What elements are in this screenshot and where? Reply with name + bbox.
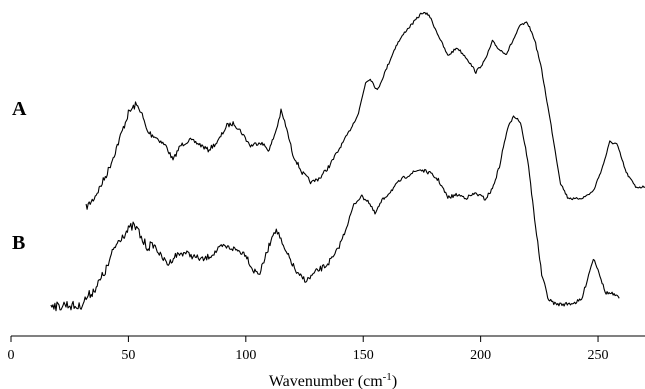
series-line-a: [85, 11, 645, 210]
x-axis-title-suffix: ): [392, 373, 397, 389]
x-tick-label: 0: [8, 348, 15, 363]
x-tick-label: 250: [588, 348, 609, 363]
series-line-b: [50, 115, 620, 312]
x-axis: 0 50 100 150 200 250 Wavenumber (cm-1): [8, 335, 645, 389]
x-tick-label: 150: [353, 348, 374, 363]
series-labels: AB: [12, 98, 27, 254]
x-axis-title-main: Wavenumber (cm: [269, 373, 383, 389]
x-tick-label: 200: [470, 348, 491, 363]
series-label-a: A: [12, 98, 27, 120]
x-tick-label: 50: [121, 348, 135, 363]
x-ticks: 0 50 100 150 200 250: [8, 336, 609, 363]
x-tick-label: 100: [235, 348, 256, 363]
series-layer: [50, 11, 645, 312]
x-axis-title: Wavenumber (cm-1): [269, 371, 397, 389]
x-axis-title-superscript: -1: [383, 371, 392, 383]
series-label-b: B: [12, 232, 25, 254]
